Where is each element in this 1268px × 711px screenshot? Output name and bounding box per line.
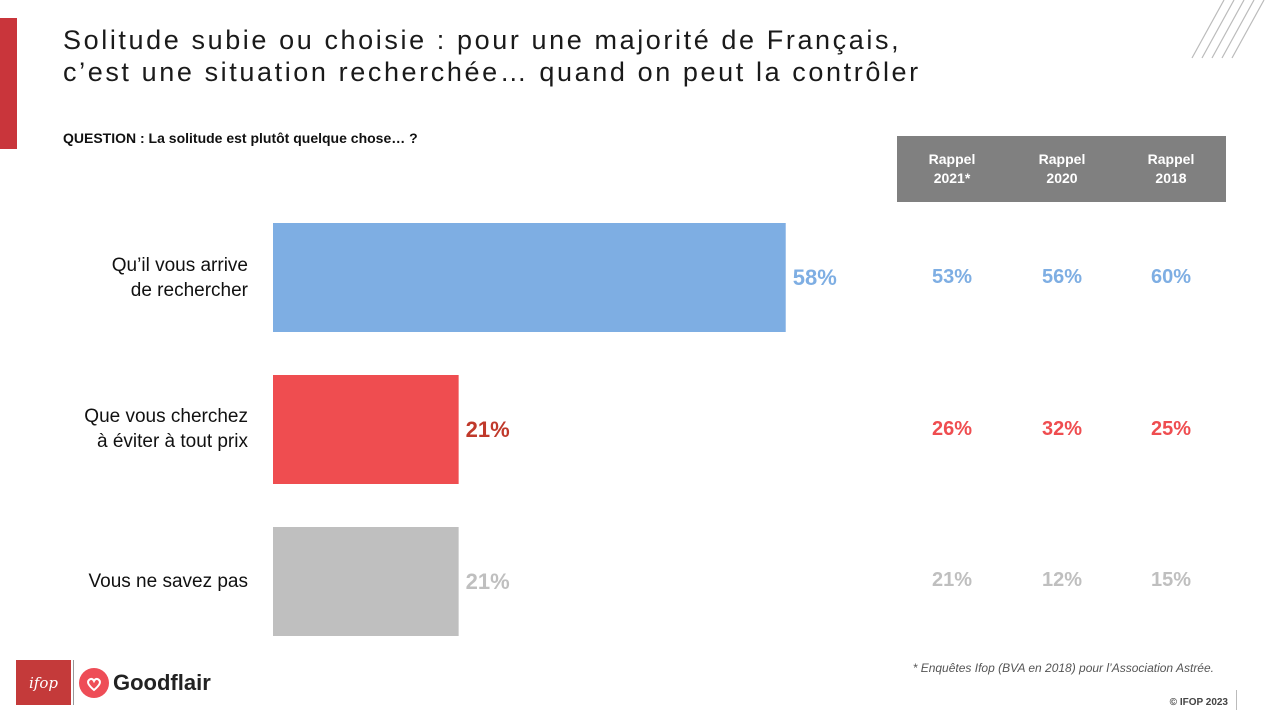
recall-header: Rappel 2021* Rappel 2020 Rappel 2018: [897, 136, 1226, 202]
category-label-2: Que vous cherchez à éviter à tout prix: [8, 404, 248, 454]
recall-2018-row3: 15%: [1150, 569, 1192, 591]
recall-header-2020-line1: Rappel: [1038, 151, 1086, 167]
recall-2021-row2: 26%: [931, 418, 973, 440]
category-label-3: Vous ne savez pas: [8, 569, 249, 594]
recall-2020-row1: 56%: [1041, 266, 1083, 288]
category-label-2-line1: Que vous cherchez: [84, 406, 248, 427]
goodflair-logo-text: Goodflair: [113, 670, 211, 695]
recall-2018-row2: 25%: [1150, 418, 1192, 440]
ifop-logo-text: ifop: [29, 673, 58, 692]
recall-header-2021-line1: Rappel: [928, 151, 976, 167]
recall-2020-row2: 32%: [1041, 418, 1083, 440]
page-title: Solitude subie ou choisie : pour une maj…: [63, 24, 921, 88]
ifop-logo: ifop: [16, 660, 71, 705]
recall-header-2021-line2: 2021*: [933, 170, 971, 186]
bar-1: [273, 223, 786, 332]
bar-value-label-1: 58%: [792, 264, 837, 290]
copyright-separator: [1236, 690, 1237, 710]
goodflair-heart-icon: [79, 668, 109, 698]
copyright: © IFOP 2023: [1169, 697, 1228, 708]
logo-separator: [73, 660, 74, 705]
recall-header-2018-line2: 2018: [1155, 170, 1187, 186]
category-label-3-line1: Vous ne savez pas: [88, 571, 249, 592]
bar-value-label-2: 21%: [465, 416, 510, 442]
category-label-1: Qu’il vous arrive de rechercher: [8, 253, 248, 303]
goodflair-logo: Goodflair: [79, 664, 211, 702]
category-label-1-line1: Qu’il vous arrive: [111, 255, 248, 276]
category-label-2-line2: à éviter à tout prix: [96, 431, 248, 452]
decorative-stripes: [1191, 0, 1265, 59]
recall-header-2020: Rappel 2020: [1007, 150, 1117, 188]
footnote: * Enquêtes Ifop (BVA en 2018) pour l’Ass…: [912, 661, 1214, 675]
question-text: QUESTION : La solitude est plutôt quelqu…: [63, 130, 418, 146]
recall-2021-row3: 21%: [931, 569, 973, 591]
accent-bar: [0, 18, 17, 149]
recall-2020-row3: 12%: [1041, 569, 1083, 591]
recall-header-2020-line2: 2020: [1046, 170, 1078, 186]
title-line-2: c’est une situation recherchée… quand on…: [63, 57, 921, 87]
recall-header-2021: Rappel 2021*: [897, 150, 1007, 188]
bar-2: [273, 375, 459, 484]
recall-header-2018: Rappel 2018: [1116, 150, 1226, 188]
recall-2018-row1: 60%: [1150, 266, 1192, 288]
category-label-1-line2: de rechercher: [130, 280, 248, 301]
recall-header-2018-line1: Rappel: [1147, 151, 1195, 167]
bar-3: [273, 527, 459, 636]
bar-value-label-3: 21%: [465, 568, 510, 594]
recall-2021-row1: 53%: [931, 266, 973, 288]
title-line-1: Solitude subie ou choisie : pour une maj…: [63, 25, 902, 55]
